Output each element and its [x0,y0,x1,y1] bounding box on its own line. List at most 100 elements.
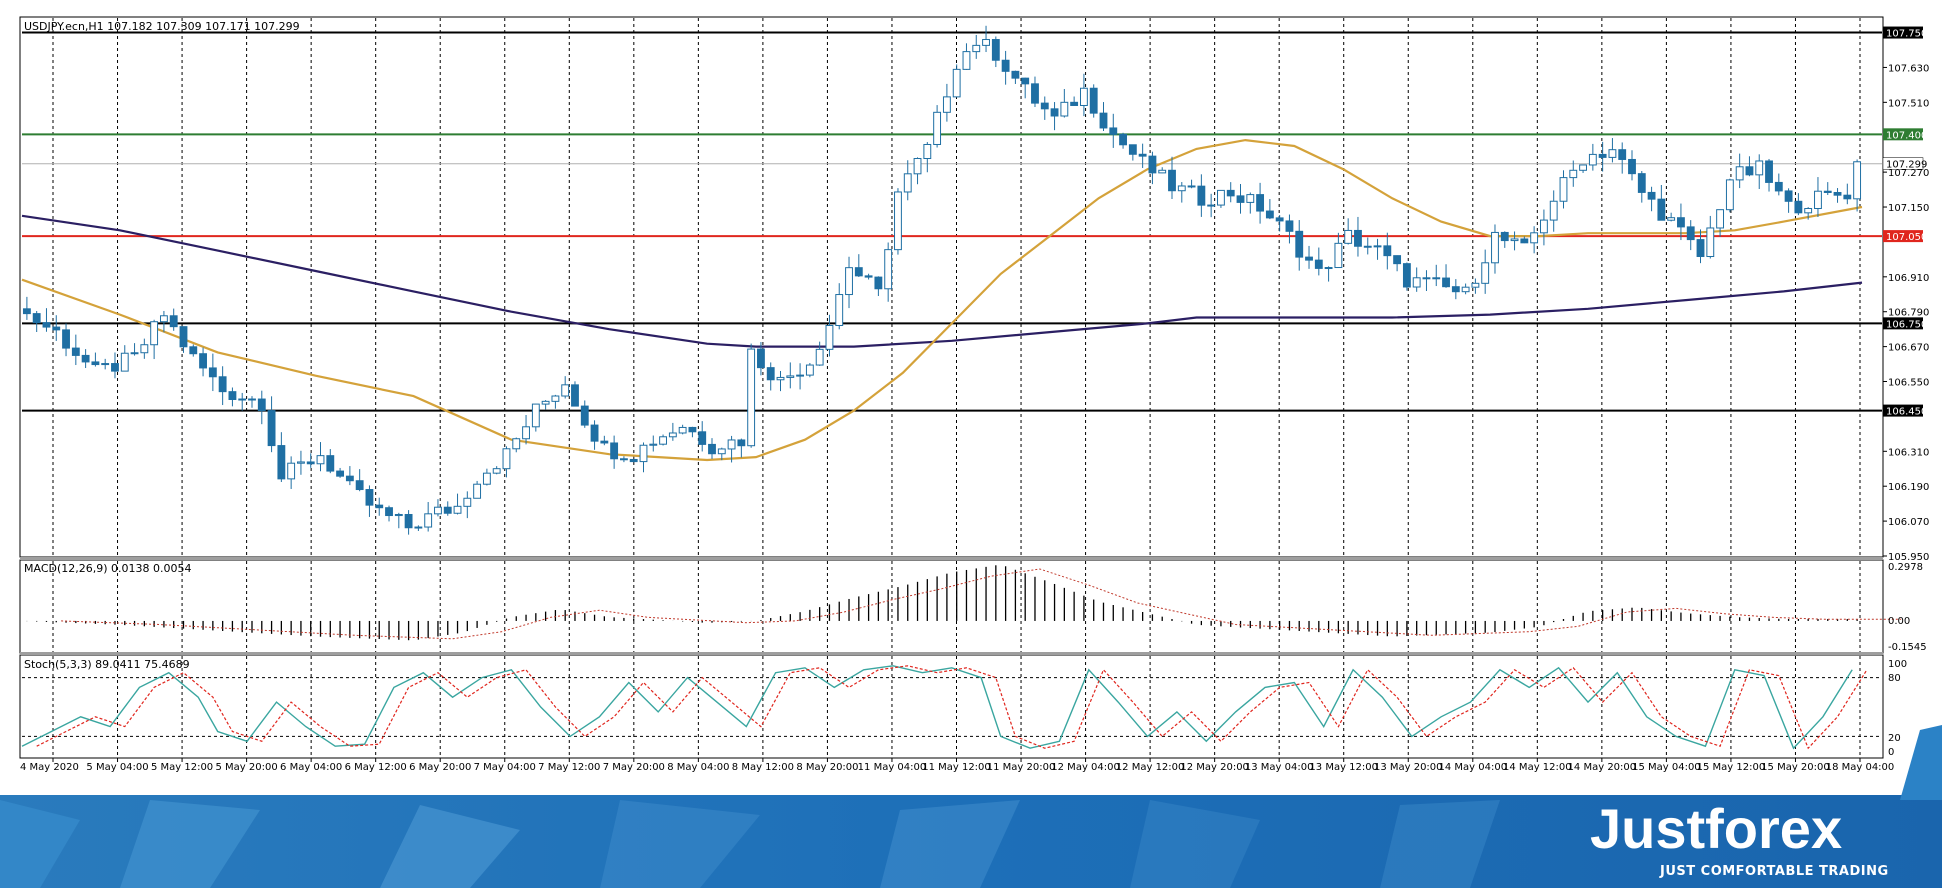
candle-body-91 [913,158,922,175]
stoch-tick-100: 100 [1888,659,1907,670]
candle-body-187 [1853,161,1862,200]
stoch-main-line [21,665,1853,750]
banner-shard-1 [0,800,80,888]
candle-body-75 [757,348,765,369]
x-tick-label-2: 5 May 12:00 [151,762,213,773]
candle-body-167 [1657,198,1666,221]
candle-body-184 [1823,190,1832,193]
candle-body-149 [1481,262,1490,284]
x-tick-label-10: 8 May 04:00 [667,762,729,773]
candle-body-185 [1833,191,1842,196]
x-tick-label-24: 14 May 20:00 [1568,762,1637,773]
y-label-box-4 [1882,157,1924,170]
candle-body-175 [1735,166,1744,181]
candle-body-170 [1686,226,1695,241]
candle-body-127 [1265,210,1274,219]
candle-body-9 [111,363,119,372]
candle-body-10 [120,352,129,372]
candle-body-140 [1393,255,1402,265]
candle-body-147 [1461,286,1470,293]
candle-body-141 [1402,263,1411,288]
candle-body-166 [1647,191,1656,200]
candle-body-21 [228,391,237,401]
candle-body-145 [1442,277,1450,288]
candle-body-13 [150,321,159,346]
candle-body-56 [571,384,579,407]
candle-body-158 [1569,169,1578,179]
stochastic-oscillator [21,665,1882,750]
candle-body-118 [1177,185,1186,192]
candle-body-25 [267,410,276,447]
y-tick-label-0: 107.750 [1886,29,1927,40]
candle-body-151 [1500,231,1509,242]
x-tick-label-16: 12 May 04:00 [1051,762,1120,773]
candle-body-123 [1226,189,1235,197]
candle-body-182 [1804,208,1813,214]
candle-body-173 [1716,209,1725,229]
candle-body-4 [62,329,70,349]
candle-body-40 [414,526,423,529]
candle-body-15 [169,315,178,328]
x-tick-label-18: 12 May 20:00 [1180,762,1249,773]
candle-body-111 [1109,127,1118,135]
candle-body-0 [22,308,31,315]
candle-body-115 [1148,155,1157,174]
candle-body-97 [972,44,981,53]
candle-body-80 [805,364,814,376]
candle-body-95 [952,68,961,98]
macd-signal-line [61,568,1902,640]
panel-separator-2[interactable] [20,652,1883,655]
candle-body-18 [199,353,207,369]
candle-body-117 [1168,169,1176,192]
y-tick-label-13: 106.450 [1886,407,1927,418]
time-axis: 4 May 2020 5 May 04:00 5 May 12:00 5 May 20… [20,758,1894,773]
x-tick-label-4: 6 May 04:00 [280,762,342,773]
candle-body-103 [1031,83,1039,104]
candle-body-86 [864,275,873,278]
candle-body-93 [933,111,942,145]
y-label-box-13 [1883,404,1923,417]
candle-body-78 [786,375,795,378]
candle-body-112 [1119,133,1127,146]
candle-body-153 [1520,238,1529,244]
x-tick-label-13: 11 May 04:00 [858,762,927,773]
x-tick-label-15: 11 May 20:00 [987,762,1056,773]
y-tick-label-6: 107.150 [1888,203,1929,214]
candle-body-94 [942,96,951,113]
macd-label: MACD(12,26,9) 0.0138 0.0054 [24,562,192,575]
candle-body-19 [208,367,217,378]
candle-body-105 [1050,108,1059,117]
candle-body-51 [522,426,530,440]
candle-body-116 [1158,169,1167,174]
y-tick-label-4: 107.299 [1886,160,1927,171]
candle-body-162 [1608,149,1617,158]
banner-shard-6 [1130,800,1260,888]
candle-body-64 [649,443,658,446]
candle-body-3 [52,326,61,331]
macd-tick-top: 0.2978 [1888,562,1923,573]
candle-body-41 [424,513,433,528]
candle-body-102 [1021,77,1030,85]
banner-shard-2 [120,800,260,888]
candle-body-35 [365,489,374,506]
panel-separator-1[interactable] [20,557,1883,560]
candle-body-2 [42,322,51,328]
candle-body-150 [1491,231,1499,264]
macd-tick-bottom: -0.1545 [1888,642,1927,653]
banner-shard-3 [380,805,520,888]
candle-body-134 [1334,242,1343,269]
candle-body-131 [1305,256,1313,261]
y-label-box-0 [1883,26,1923,39]
candle-body-81 [815,348,824,366]
x-tick-label-28: 18 May 04:00 [1826,762,1895,773]
candle-body-61 [619,458,628,461]
x-tick-label-20: 13 May 12:00 [1309,762,1378,773]
candle-body-73 [737,439,746,447]
y-label-box-10 [1883,317,1923,330]
candle-body-45 [463,497,472,507]
y-tick-label-3: 107.400 [1886,130,1927,141]
x-tick-label-0: 4 May 2020 [20,762,79,773]
x-tick-label-27: 15 May 20:00 [1761,762,1830,773]
candle-body-44 [453,505,462,514]
y-tick-label-17: 105.950 [1888,552,1929,563]
